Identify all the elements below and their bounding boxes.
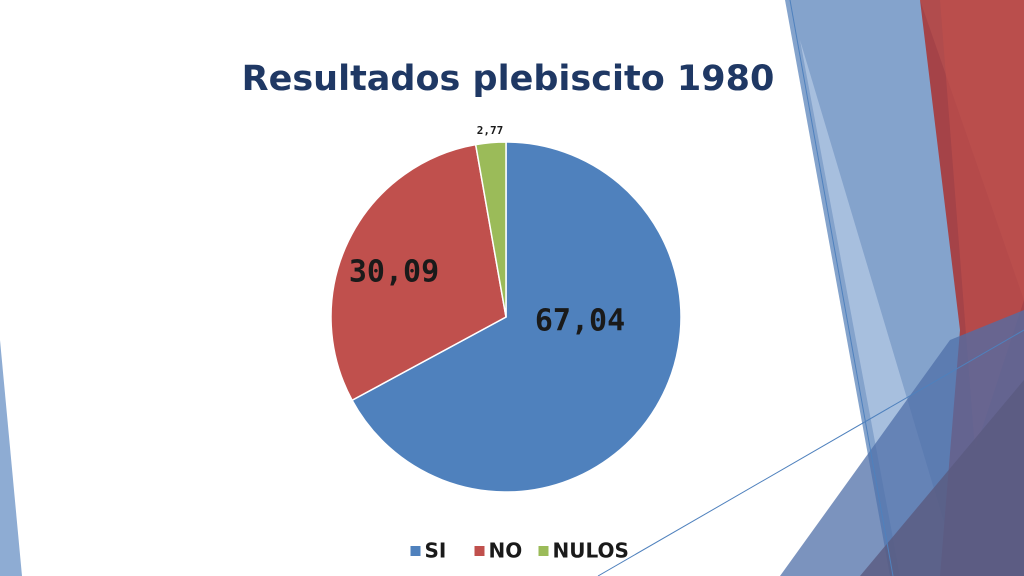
legend-label: SI bbox=[425, 539, 447, 563]
pie-slice bbox=[330, 143, 507, 402]
legend-swatch bbox=[538, 546, 549, 556]
pie-slice bbox=[351, 141, 682, 493]
data-label: 67,04 bbox=[535, 304, 625, 339]
pie-slice bbox=[474, 141, 507, 318]
legend-label: NO bbox=[489, 539, 523, 563]
legend-swatch bbox=[474, 546, 485, 556]
data-label: 30,09 bbox=[349, 255, 439, 290]
legend-swatch bbox=[410, 546, 421, 556]
chart-title: Resultados plebiscito 1980 bbox=[242, 59, 775, 99]
legend-label: NULOS bbox=[553, 539, 629, 563]
data-label: 2,77 bbox=[477, 124, 504, 137]
